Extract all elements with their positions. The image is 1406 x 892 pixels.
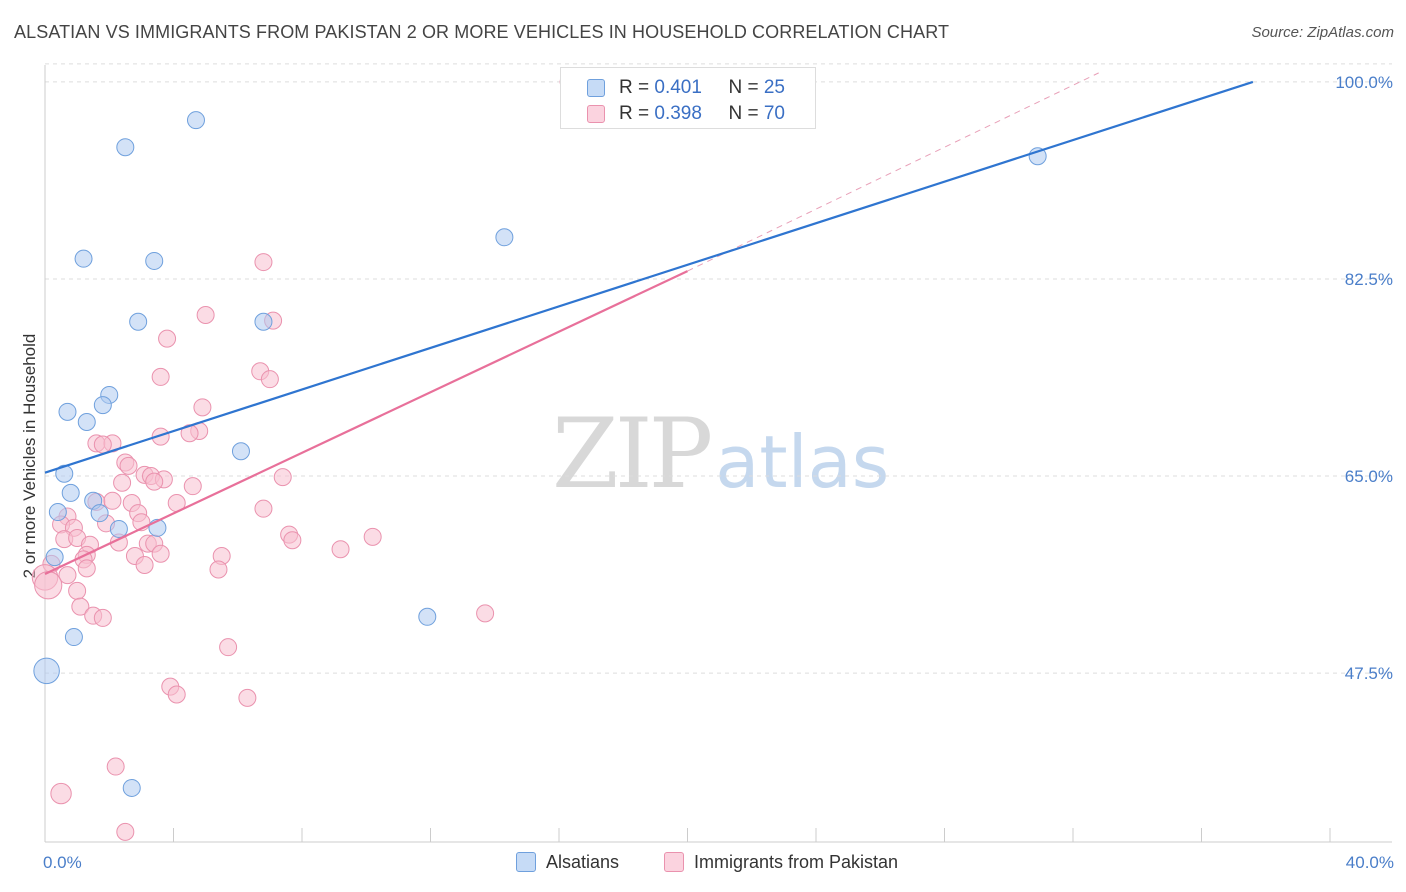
- y-tick-labels: 47.5% 65.0% 82.5% 100.0%: [1335, 73, 1393, 683]
- data-point-pakistan: [119, 456, 138, 475]
- data-point-pakistan: [219, 638, 238, 657]
- data-point-pakistan: [77, 559, 96, 578]
- data-point-alsatians: [129, 312, 148, 331]
- data-point-pakistan: [68, 581, 87, 600]
- data-point-pakistan: [93, 608, 112, 627]
- y-tick-label: 100.0%: [1335, 73, 1393, 92]
- data-point-pakistan: [58, 566, 77, 585]
- data-point-pakistan: [254, 253, 273, 272]
- data-point-alsatians: [495, 228, 514, 247]
- data-point-alsatians: [93, 396, 112, 415]
- data-point-alsatians: [254, 312, 273, 331]
- data-point-pakistan: [260, 370, 279, 389]
- data-point-pakistan: [116, 822, 135, 841]
- data-point-pakistan: [167, 685, 186, 704]
- trend-line-alsatians: [44, 80, 1254, 474]
- x-tick-min: 0.0%: [43, 853, 82, 872]
- correlation-legend: R = 0.401 N = 25 R = 0.398 N = 70: [560, 67, 816, 129]
- trend-line-pakistan: [44, 270, 688, 575]
- data-point-alsatians: [109, 519, 128, 538]
- data-point-alsatians: [231, 442, 250, 461]
- bottom-legend-label: Alsatians: [546, 852, 620, 872]
- data-point-pakistan: [363, 527, 382, 546]
- data-point-alsatians: [77, 412, 96, 431]
- data-point-alsatians: [45, 548, 64, 567]
- data-point-alsatians: [122, 778, 141, 797]
- legend-r-label: R =: [619, 77, 655, 98]
- axis-layer: [44, 65, 1392, 843]
- legend-n-value: 25: [763, 77, 785, 98]
- data-point-alsatians: [116, 138, 135, 157]
- data-point-pakistan: [254, 499, 273, 518]
- data-point-alsatians: [90, 504, 109, 523]
- legend-r-label: R =: [619, 103, 655, 124]
- watermark-atlas: atlas: [715, 420, 890, 504]
- data-point-alsatians: [74, 249, 93, 268]
- data-point-alsatians: [418, 607, 437, 626]
- data-point-pakistan: [93, 435, 112, 454]
- bottom-legend-swatch-blue: [516, 852, 536, 872]
- data-point-pakistan: [151, 544, 170, 563]
- data-point-pakistan: [113, 473, 132, 492]
- data-point-alsatians: [58, 402, 77, 421]
- data-point-pakistan: [158, 329, 177, 348]
- bottom-legend-alsatians: Alsatians: [516, 852, 619, 873]
- chart-title: ALSATIAN VS IMMIGRANTS FROM PAKISTAN 2 O…: [14, 22, 950, 42]
- data-point-pakistan: [135, 555, 154, 574]
- y-tick-label: 82.5%: [1345, 270, 1393, 289]
- data-point-pakistan: [50, 782, 72, 805]
- y-tick-label: 65.0%: [1345, 467, 1393, 486]
- legend-swatch-blue: [587, 79, 605, 97]
- legend-swatch-pink: [587, 105, 605, 123]
- watermark: ZIPatlas: [552, 398, 889, 510]
- data-point-pakistan: [151, 367, 170, 386]
- bottom-legend-swatch-pink: [664, 852, 684, 872]
- data-point-pakistan: [103, 491, 122, 510]
- data-point-pakistan: [196, 305, 215, 324]
- legend-n-label: N =: [728, 103, 764, 124]
- data-point-pakistan: [476, 604, 495, 623]
- bottom-legend-pakistan: Immigrants from Pakistan: [664, 852, 898, 873]
- data-point-pakistan: [71, 597, 90, 616]
- data-point-alsatians: [33, 657, 60, 685]
- watermark-zip: ZIP: [552, 398, 713, 510]
- legend-n-label: N =: [728, 77, 764, 98]
- legend-n-value: 70: [763, 103, 785, 124]
- data-point-pakistan: [151, 427, 170, 446]
- data-point-pakistan: [193, 398, 212, 417]
- data-point-alsatians: [64, 628, 83, 647]
- data-point-pakistan: [283, 531, 302, 550]
- legend-r-value: 0.401: [654, 77, 702, 98]
- data-point-alsatians: [186, 111, 205, 130]
- trend-layer: [44, 72, 1254, 575]
- data-point-alsatians: [145, 251, 164, 270]
- data-point-pakistan: [145, 472, 164, 491]
- source-label: Source: ZipAtlas.com: [1251, 24, 1394, 41]
- bottom-legend-label: Immigrants from Pakistan: [694, 852, 899, 872]
- grid-layer: [45, 63, 1392, 674]
- series-pakistan-points: [31, 72, 578, 841]
- data-point-pakistan: [273, 468, 292, 487]
- x-tick-max: 40.0%: [1345, 853, 1394, 872]
- data-point-pakistan: [106, 757, 125, 776]
- legend-r-value: 0.398: [654, 103, 702, 124]
- data-point-alsatians: [48, 503, 67, 522]
- data-point-pakistan: [34, 571, 63, 600]
- data-point-pakistan: [238, 688, 257, 707]
- data-point-pakistan: [331, 540, 350, 559]
- y-tick-label: 47.5%: [1345, 664, 1393, 683]
- data-point-pakistan: [183, 477, 202, 496]
- data-point-alsatians: [61, 483, 80, 502]
- data-point-pakistan: [209, 560, 228, 579]
- series-alsatians-points: [33, 111, 1047, 797]
